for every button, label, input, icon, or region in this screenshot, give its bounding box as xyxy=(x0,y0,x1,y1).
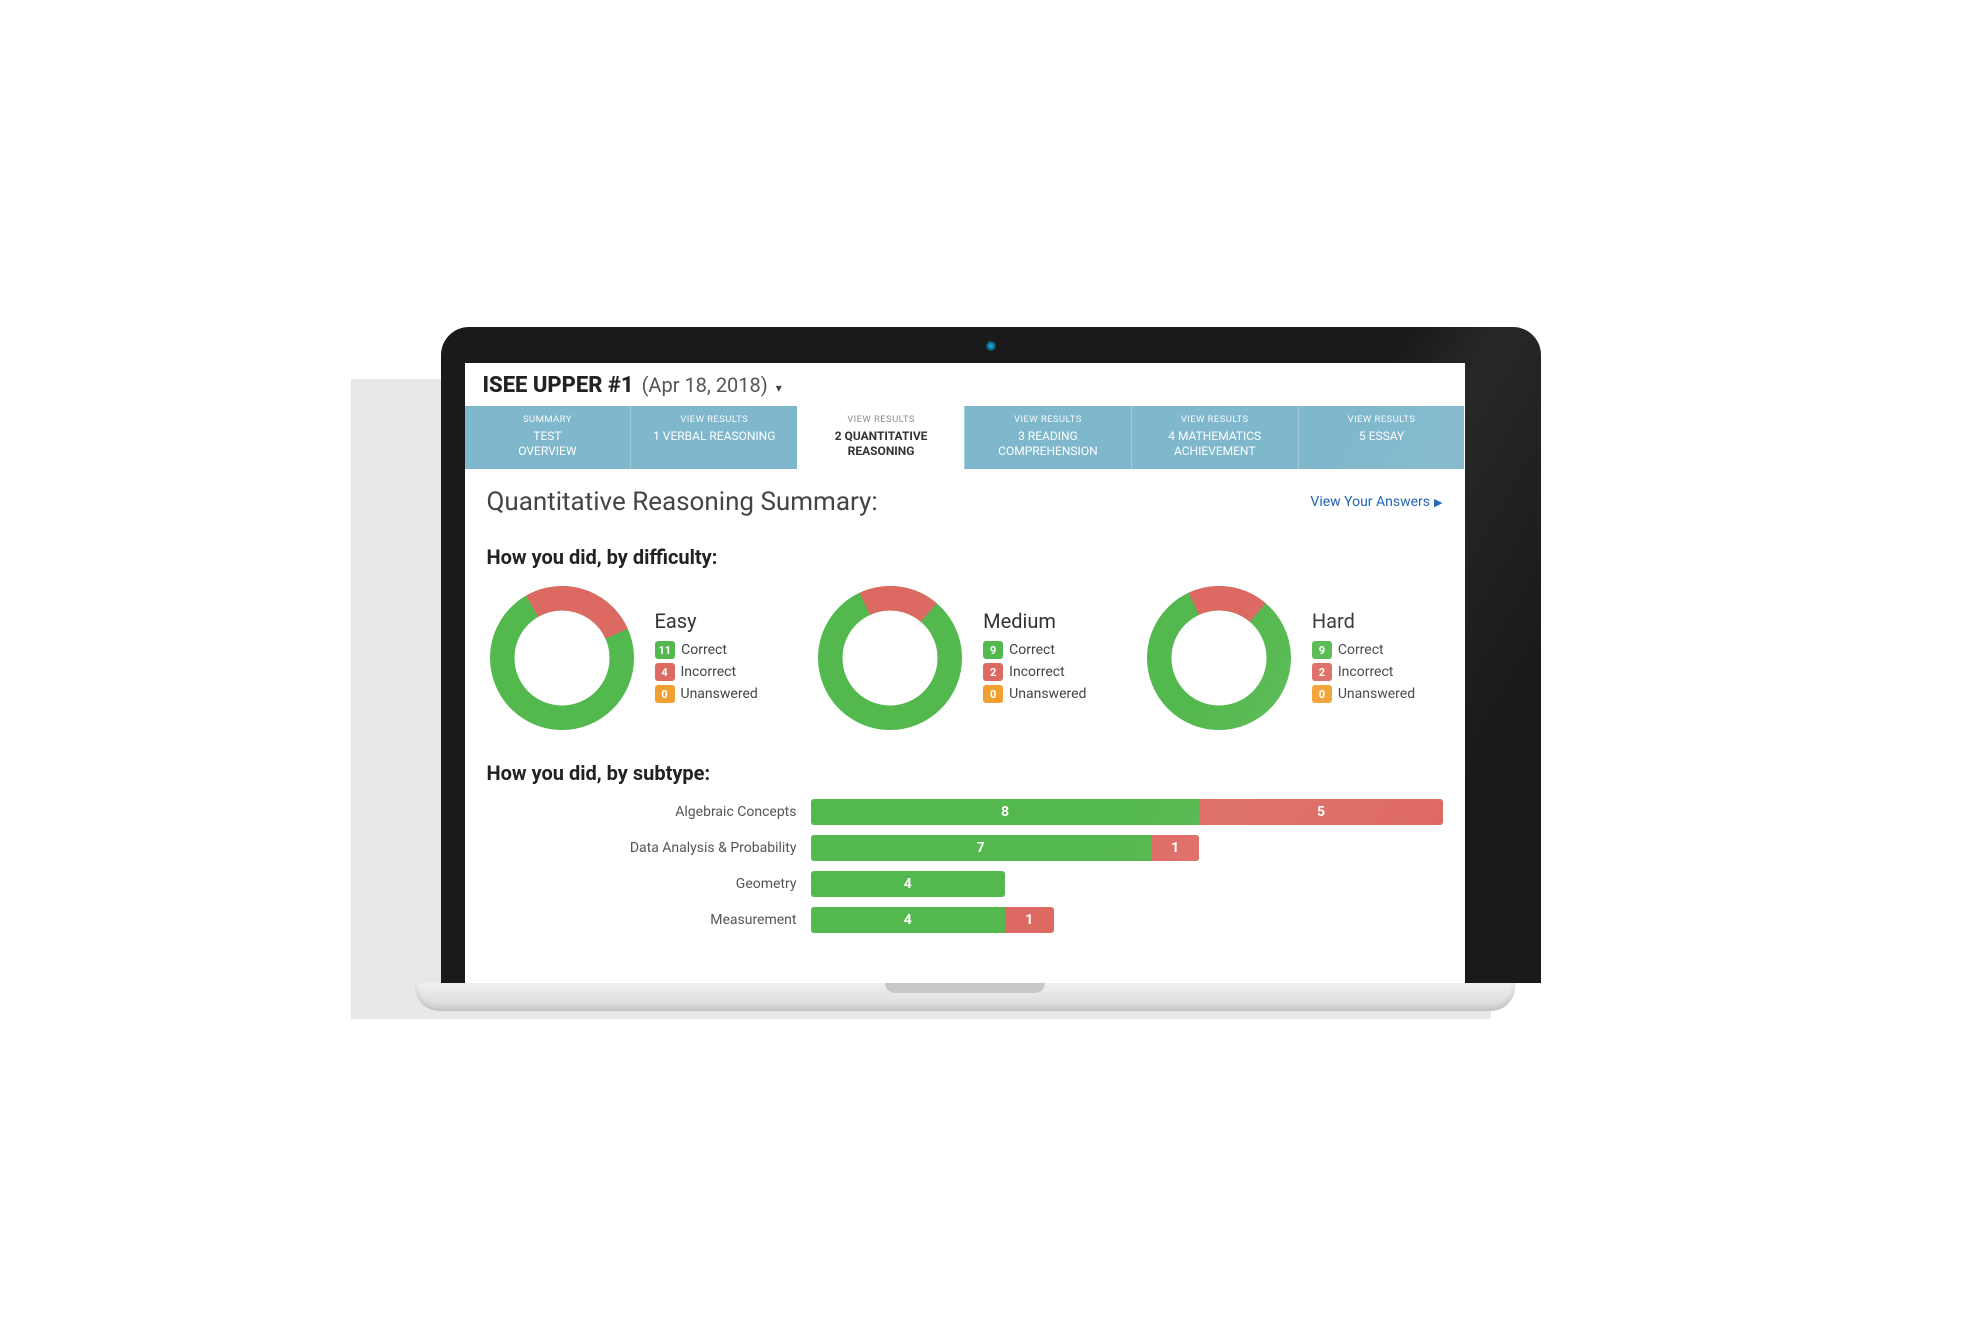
legend-item-unanswered: 0 Unanswered xyxy=(1312,685,1415,703)
bar-segment-correct: 4 xyxy=(811,907,1005,933)
dropdown-caret-icon: ▾ xyxy=(776,381,782,395)
difficulty-level-label: Medium xyxy=(983,609,1086,633)
view-answers-label: View Your Answers xyxy=(1310,494,1430,510)
tab-3[interactable]: VIEW RESULTS 3 READING COMPREHENSION xyxy=(964,406,1131,469)
bar-segment-correct: 7 xyxy=(811,835,1151,861)
laptop-frame: ISEE UPPER #1 (Apr 18, 2018) ▾ SUMMARY TE… xyxy=(441,327,1541,1011)
tab-eyebrow: VIEW RESULTS xyxy=(971,414,1125,425)
bar-segment-incorrect: 5 xyxy=(1199,799,1442,825)
laptop-base xyxy=(415,983,1515,1011)
legend-text: Incorrect xyxy=(1338,664,1394,680)
subtype-label: Algebraic Concepts xyxy=(487,804,797,820)
subtype-row: Data Analysis & Probability 71 xyxy=(487,835,1443,861)
subtype-row: Algebraic Concepts 85 xyxy=(487,799,1443,825)
tab-eyebrow: SUMMARY xyxy=(471,414,625,425)
legend-badge: 0 xyxy=(1312,685,1332,703)
subtype-label: Measurement xyxy=(487,912,797,928)
legend-text: Incorrect xyxy=(1009,664,1065,680)
difficulty-legend: Easy 11 Correct 4 Incorrect 0 Unanswered xyxy=(655,609,758,707)
tab-label: TEST OVERVIEW xyxy=(471,429,625,459)
legend-text: Correct xyxy=(1338,642,1384,658)
tab-eyebrow: VIEW RESULTS xyxy=(1305,414,1459,425)
tab-label: 5 ESSAY xyxy=(1305,429,1459,444)
legend-item-unanswered: 0 Unanswered xyxy=(983,685,1086,703)
subtype-row: Measurement 41 xyxy=(487,907,1443,933)
tab-0[interactable]: SUMMARY TEST OVERVIEW xyxy=(465,406,631,469)
legend-badge: 0 xyxy=(655,685,675,703)
main-content: Quantitative Reasoning Summary: View You… xyxy=(465,469,1465,933)
test-title-bar[interactable]: ISEE UPPER #1 (Apr 18, 2018) ▾ xyxy=(465,363,1465,406)
legend-text: Unanswered xyxy=(1009,686,1086,702)
difficulty-level-label: Easy xyxy=(655,609,758,633)
legend-text: Unanswered xyxy=(1338,686,1415,702)
legend-item-incorrect: 4 Incorrect xyxy=(655,663,758,681)
tab-eyebrow: VIEW RESULTS xyxy=(637,414,791,425)
difficulty-block-medium: Medium 9 Correct 2 Incorrect 0 Unanswered xyxy=(815,583,1114,733)
tab-label: 3 READING COMPREHENSION xyxy=(971,429,1125,459)
legend-badge: 9 xyxy=(983,641,1003,659)
legend-item-correct: 9 Correct xyxy=(1312,641,1415,659)
view-answers-link[interactable]: View Your Answers ▶ xyxy=(1310,494,1442,510)
bar-segment-correct: 8 xyxy=(811,799,1200,825)
legend-text: Correct xyxy=(1009,642,1055,658)
app-screen: ISEE UPPER #1 (Apr 18, 2018) ▾ SUMMARY TE… xyxy=(465,363,1465,983)
legend-badge: 0 xyxy=(983,685,1003,703)
legend-badge: 11 xyxy=(655,641,676,659)
tab-4[interactable]: VIEW RESULTS 4 MATHEMATICS ACHIEVEMENT xyxy=(1131,406,1298,469)
laptop-bezel: ISEE UPPER #1 (Apr 18, 2018) ▾ SUMMARY TE… xyxy=(441,327,1541,983)
legend-item-unanswered: 0 Unanswered xyxy=(655,685,758,703)
bar-track: 4 xyxy=(811,871,1443,897)
legend-badge: 2 xyxy=(983,663,1003,681)
chevron-right-icon: ▶ xyxy=(1434,496,1442,509)
difficulty-section-title: How you did, by difficulty: xyxy=(487,545,1443,569)
test-name: ISEE UPPER #1 xyxy=(483,373,634,398)
subtype-label: Geometry xyxy=(487,876,797,892)
subtype-label: Data Analysis & Probability xyxy=(487,840,797,856)
difficulty-legend: Hard 9 Correct 2 Incorrect 0 Unanswered xyxy=(1312,609,1415,707)
legend-badge: 9 xyxy=(1312,641,1332,659)
donut-chart xyxy=(487,583,637,733)
donut-chart xyxy=(815,583,965,733)
bar-segment-incorrect: 1 xyxy=(1151,835,1200,861)
subtype-section-title: How you did, by subtype: xyxy=(487,761,1443,785)
difficulty-legend: Medium 9 Correct 2 Incorrect 0 Unanswered xyxy=(983,609,1086,707)
section-tabs: SUMMARY TEST OVERVIEW VIEW RESULTS 1 VERBAL… xyxy=(465,406,1465,469)
difficulty-donuts: Easy11Correct4Incorrect0UnansweredMedium… xyxy=(487,583,1443,733)
tab-label: 4 MATHEMATICS ACHIEVEMENT xyxy=(1138,429,1292,459)
bar-track: 71 xyxy=(811,835,1443,861)
bar-track: 85 xyxy=(811,799,1443,825)
legend-badge: 4 xyxy=(655,663,675,681)
legend-text: Incorrect xyxy=(681,664,737,680)
tab-eyebrow: VIEW RESULTS xyxy=(1138,414,1292,425)
summary-title: Quantitative Reasoning Summary: xyxy=(487,487,878,517)
tab-label: 1 VERBAL REASONING xyxy=(637,429,791,444)
legend-text: Correct xyxy=(681,642,727,658)
laptop-camera xyxy=(986,341,996,351)
legend-item-correct: 11 Correct xyxy=(655,641,758,659)
test-date: (Apr 18, 2018) xyxy=(642,373,768,397)
tab-1[interactable]: VIEW RESULTS 1 VERBAL REASONING xyxy=(630,406,797,469)
bar-segment-incorrect: 1 xyxy=(1005,907,1054,933)
legend-item-incorrect: 2 Incorrect xyxy=(983,663,1086,681)
tab-2[interactable]: VIEW RESULTS 2 QUANTITATIVE REASONING xyxy=(797,406,964,469)
donut-chart xyxy=(1144,583,1294,733)
legend-text: Unanswered xyxy=(681,686,758,702)
bar-segment-correct: 4 xyxy=(811,871,1005,897)
legend-item-incorrect: 2 Incorrect xyxy=(1312,663,1415,681)
bar-track: 41 xyxy=(811,907,1443,933)
legend-badge: 2 xyxy=(1312,663,1332,681)
difficulty-level-label: Hard xyxy=(1312,609,1415,633)
subtype-row: Geometry 4 xyxy=(487,871,1443,897)
difficulty-block-easy: Easy 11 Correct 4 Incorrect 0 Unanswered xyxy=(487,583,786,733)
legend-item-correct: 9 Correct xyxy=(983,641,1086,659)
tab-eyebrow: VIEW RESULTS xyxy=(804,414,958,425)
tab-5[interactable]: VIEW RESULTS 5 ESSAY xyxy=(1298,406,1465,469)
difficulty-block-hard: Hard 9 Correct 2 Incorrect 0 Unanswered xyxy=(1144,583,1443,733)
tab-label: 2 QUANTITATIVE REASONING xyxy=(804,429,958,459)
subtype-bars: Algebraic Concepts 85 Data Analysis & Prob… xyxy=(487,799,1443,933)
